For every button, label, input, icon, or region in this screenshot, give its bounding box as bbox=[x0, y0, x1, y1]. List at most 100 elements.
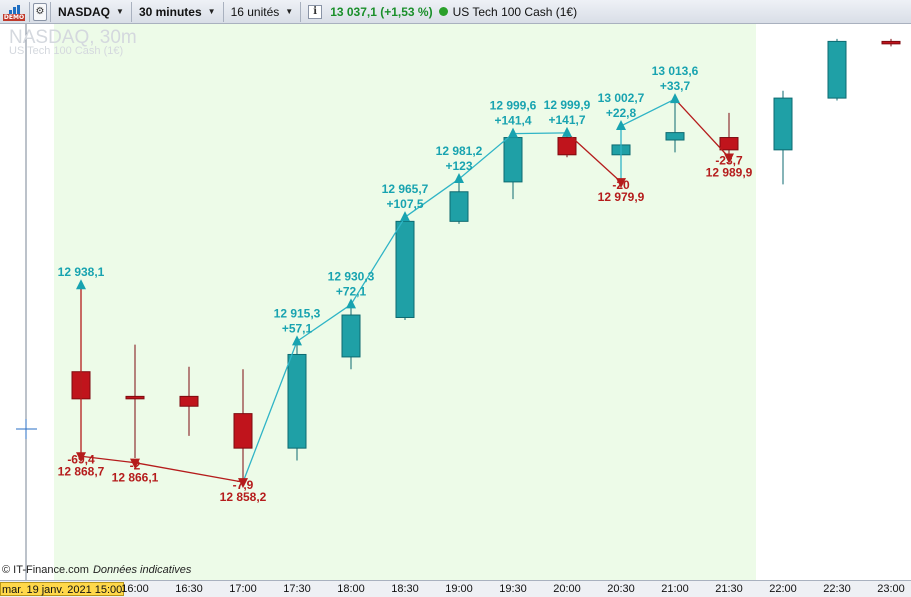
zigzag-price-label: 12 938,1 bbox=[58, 265, 105, 279]
zigzag-segment bbox=[620, 98, 676, 127]
chart-area[interactable]: 12 938,1 12 868,7 -69,4 12 866,1 -2 12 858,2-… bbox=[0, 24, 911, 580]
toolbar: DEMO ⚙ NASDAQ ▼ 30 minutes ▼ 16 unités ▼… bbox=[0, 0, 911, 24]
market-status-dot bbox=[438, 7, 448, 16]
zigzag-down-arrow-icon bbox=[616, 178, 626, 189]
zigzag-change-label: -2 bbox=[130, 459, 141, 473]
toolbar-separator bbox=[222, 1, 224, 22]
zigzag-segment bbox=[350, 216, 406, 305]
zigzag-price-label: 12 915,3 bbox=[274, 306, 321, 320]
x-tick-label: 18:30 bbox=[391, 583, 419, 595]
zigzag-up-arrow-icon bbox=[616, 119, 626, 130]
zigzag-change-label: +22,8 bbox=[606, 106, 637, 120]
demo-badge-icon: DEMO bbox=[2, 3, 26, 21]
x-tick-label: 21:30 bbox=[715, 583, 743, 595]
zigzag-up-arrow-icon bbox=[454, 172, 464, 183]
zigzag-segment bbox=[296, 303, 352, 342]
toolbar-separator bbox=[300, 1, 302, 22]
zigzag-up-arrow-icon bbox=[346, 298, 356, 309]
zigzag-change-label: -69,4 bbox=[67, 452, 95, 466]
zigzag-price-label: 12 989,9 bbox=[706, 166, 753, 180]
x-tick-label: 22:00 bbox=[769, 583, 797, 595]
x-tick-label: 20:00 bbox=[553, 583, 581, 595]
candle-body bbox=[341, 314, 361, 358]
instrument-label: NASDAQ bbox=[58, 4, 111, 19]
zigzag-up-arrow-icon bbox=[292, 335, 302, 346]
zigzag-price-label: 12 868,7 bbox=[58, 464, 105, 478]
candle-body bbox=[287, 353, 307, 449]
zigzag-segment bbox=[134, 462, 244, 483]
candle-body bbox=[773, 97, 793, 151]
cursor-date-label: mar. 19 janv. 2021 15:00 bbox=[0, 582, 125, 596]
zigzag-down-arrow-icon bbox=[724, 153, 734, 164]
zigzag-up-arrow-icon bbox=[508, 127, 518, 138]
zigzag-segment bbox=[80, 455, 136, 464]
candlestick-chart[interactable]: 12 938,112 868,7-69,412 866,1-212 858,2-… bbox=[0, 24, 911, 580]
info-icon[interactable]: i bbox=[308, 4, 323, 19]
x-tick-label: 22:30 bbox=[823, 583, 851, 595]
zigzag-change-label: +57,1 bbox=[282, 321, 313, 335]
zigzag-price-label: 12 858,2 bbox=[220, 490, 267, 504]
toolbar-separator bbox=[50, 1, 51, 22]
zigzag-price-label: 12 999,9 bbox=[544, 98, 591, 112]
zigzag-segment bbox=[512, 132, 568, 135]
timeframe-dropdown[interactable]: 30 minutes ▼ bbox=[135, 0, 220, 24]
candle-body bbox=[827, 40, 847, 99]
chart-settings-icon[interactable]: ⚙ bbox=[33, 2, 47, 21]
zigzag-price-label: 12 866,1 bbox=[112, 471, 159, 485]
zigzag-segment bbox=[566, 132, 622, 183]
source-copyright: © IT-Finance.com bbox=[2, 564, 89, 576]
x-tick-label: 17:30 bbox=[283, 583, 311, 595]
zigzag-change-label: +33,7 bbox=[660, 79, 691, 93]
x-tick-label: 16:00 bbox=[121, 583, 149, 595]
last-price: 13 037,1 (+1,53 %) bbox=[330, 4, 433, 19]
zigzag-price-label: 12 965,7 bbox=[382, 182, 429, 196]
candle-body bbox=[179, 395, 199, 407]
zigzag-change-label: +141,7 bbox=[548, 113, 585, 127]
zigzag-up-arrow-icon bbox=[76, 279, 86, 290]
x-tick-label: 23:00 bbox=[877, 583, 905, 595]
chevron-down-icon: ▼ bbox=[207, 7, 216, 16]
zigzag-change-label: -7,9 bbox=[233, 478, 254, 492]
zigzag-price-label: 13 002,7 bbox=[598, 91, 645, 105]
zigzag-up-arrow-icon bbox=[670, 93, 680, 104]
zigzag-segment bbox=[674, 98, 730, 158]
x-tick-label: 16:30 bbox=[175, 583, 203, 595]
candle-body bbox=[503, 137, 523, 183]
zigzag-up-arrow-icon bbox=[562, 126, 572, 137]
zigzag-segment bbox=[404, 178, 460, 218]
instrument-dropdown[interactable]: NASDAQ ▼ bbox=[54, 0, 128, 24]
chevron-down-icon: ▼ bbox=[285, 7, 294, 16]
zigzag-down-arrow-icon bbox=[238, 478, 248, 489]
zigzag-price-label: 12 981,2 bbox=[436, 144, 483, 158]
zigzag-change-label: -20 bbox=[612, 178, 630, 192]
zigzag-segment bbox=[242, 341, 298, 483]
zigzag-price-label: 13 013,6 bbox=[652, 64, 699, 78]
toolbar-separator bbox=[130, 1, 132, 22]
candle-body bbox=[719, 137, 739, 151]
zigzag-down-arrow-icon bbox=[76, 452, 86, 463]
source-disclaimer: Données indicatives bbox=[92, 564, 192, 576]
x-tick-label: 19:00 bbox=[445, 583, 473, 595]
zigzag-segment bbox=[458, 133, 514, 180]
zigzag-down-arrow-icon bbox=[130, 458, 140, 469]
x-tick-label: 20:30 bbox=[607, 583, 635, 595]
zigzag-price-label: 12 979,9 bbox=[598, 190, 645, 204]
toolbar-separator bbox=[29, 1, 30, 22]
zigzag-change-label: +72,1 bbox=[336, 284, 367, 298]
x-tick-label: 18:00 bbox=[337, 583, 365, 595]
units-label: 16 unités bbox=[230, 4, 280, 19]
x-axis[interactable]: mar. 19 janv. 2021 15:00 16:00 16:30 17:00… bbox=[0, 580, 911, 597]
zigzag-price-label: 12 930,3 bbox=[328, 269, 375, 283]
candle-body bbox=[125, 395, 145, 400]
candle-body bbox=[881, 40, 901, 45]
units-dropdown[interactable]: 16 unités ▼ bbox=[227, 0, 298, 24]
candle-body bbox=[449, 191, 469, 222]
zigzag-change-label: +123 bbox=[445, 159, 472, 173]
timeframe-label: 30 minutes bbox=[138, 4, 202, 19]
zigzag-up-arrow-icon bbox=[400, 211, 410, 222]
demo-label: DEMO bbox=[2, 13, 26, 21]
x-tick-label: 21:00 bbox=[661, 583, 689, 595]
x-tick-label: 17:00 bbox=[229, 583, 257, 595]
candle-body bbox=[665, 132, 685, 141]
zigzag-price-label: 12 999,6 bbox=[490, 99, 537, 113]
